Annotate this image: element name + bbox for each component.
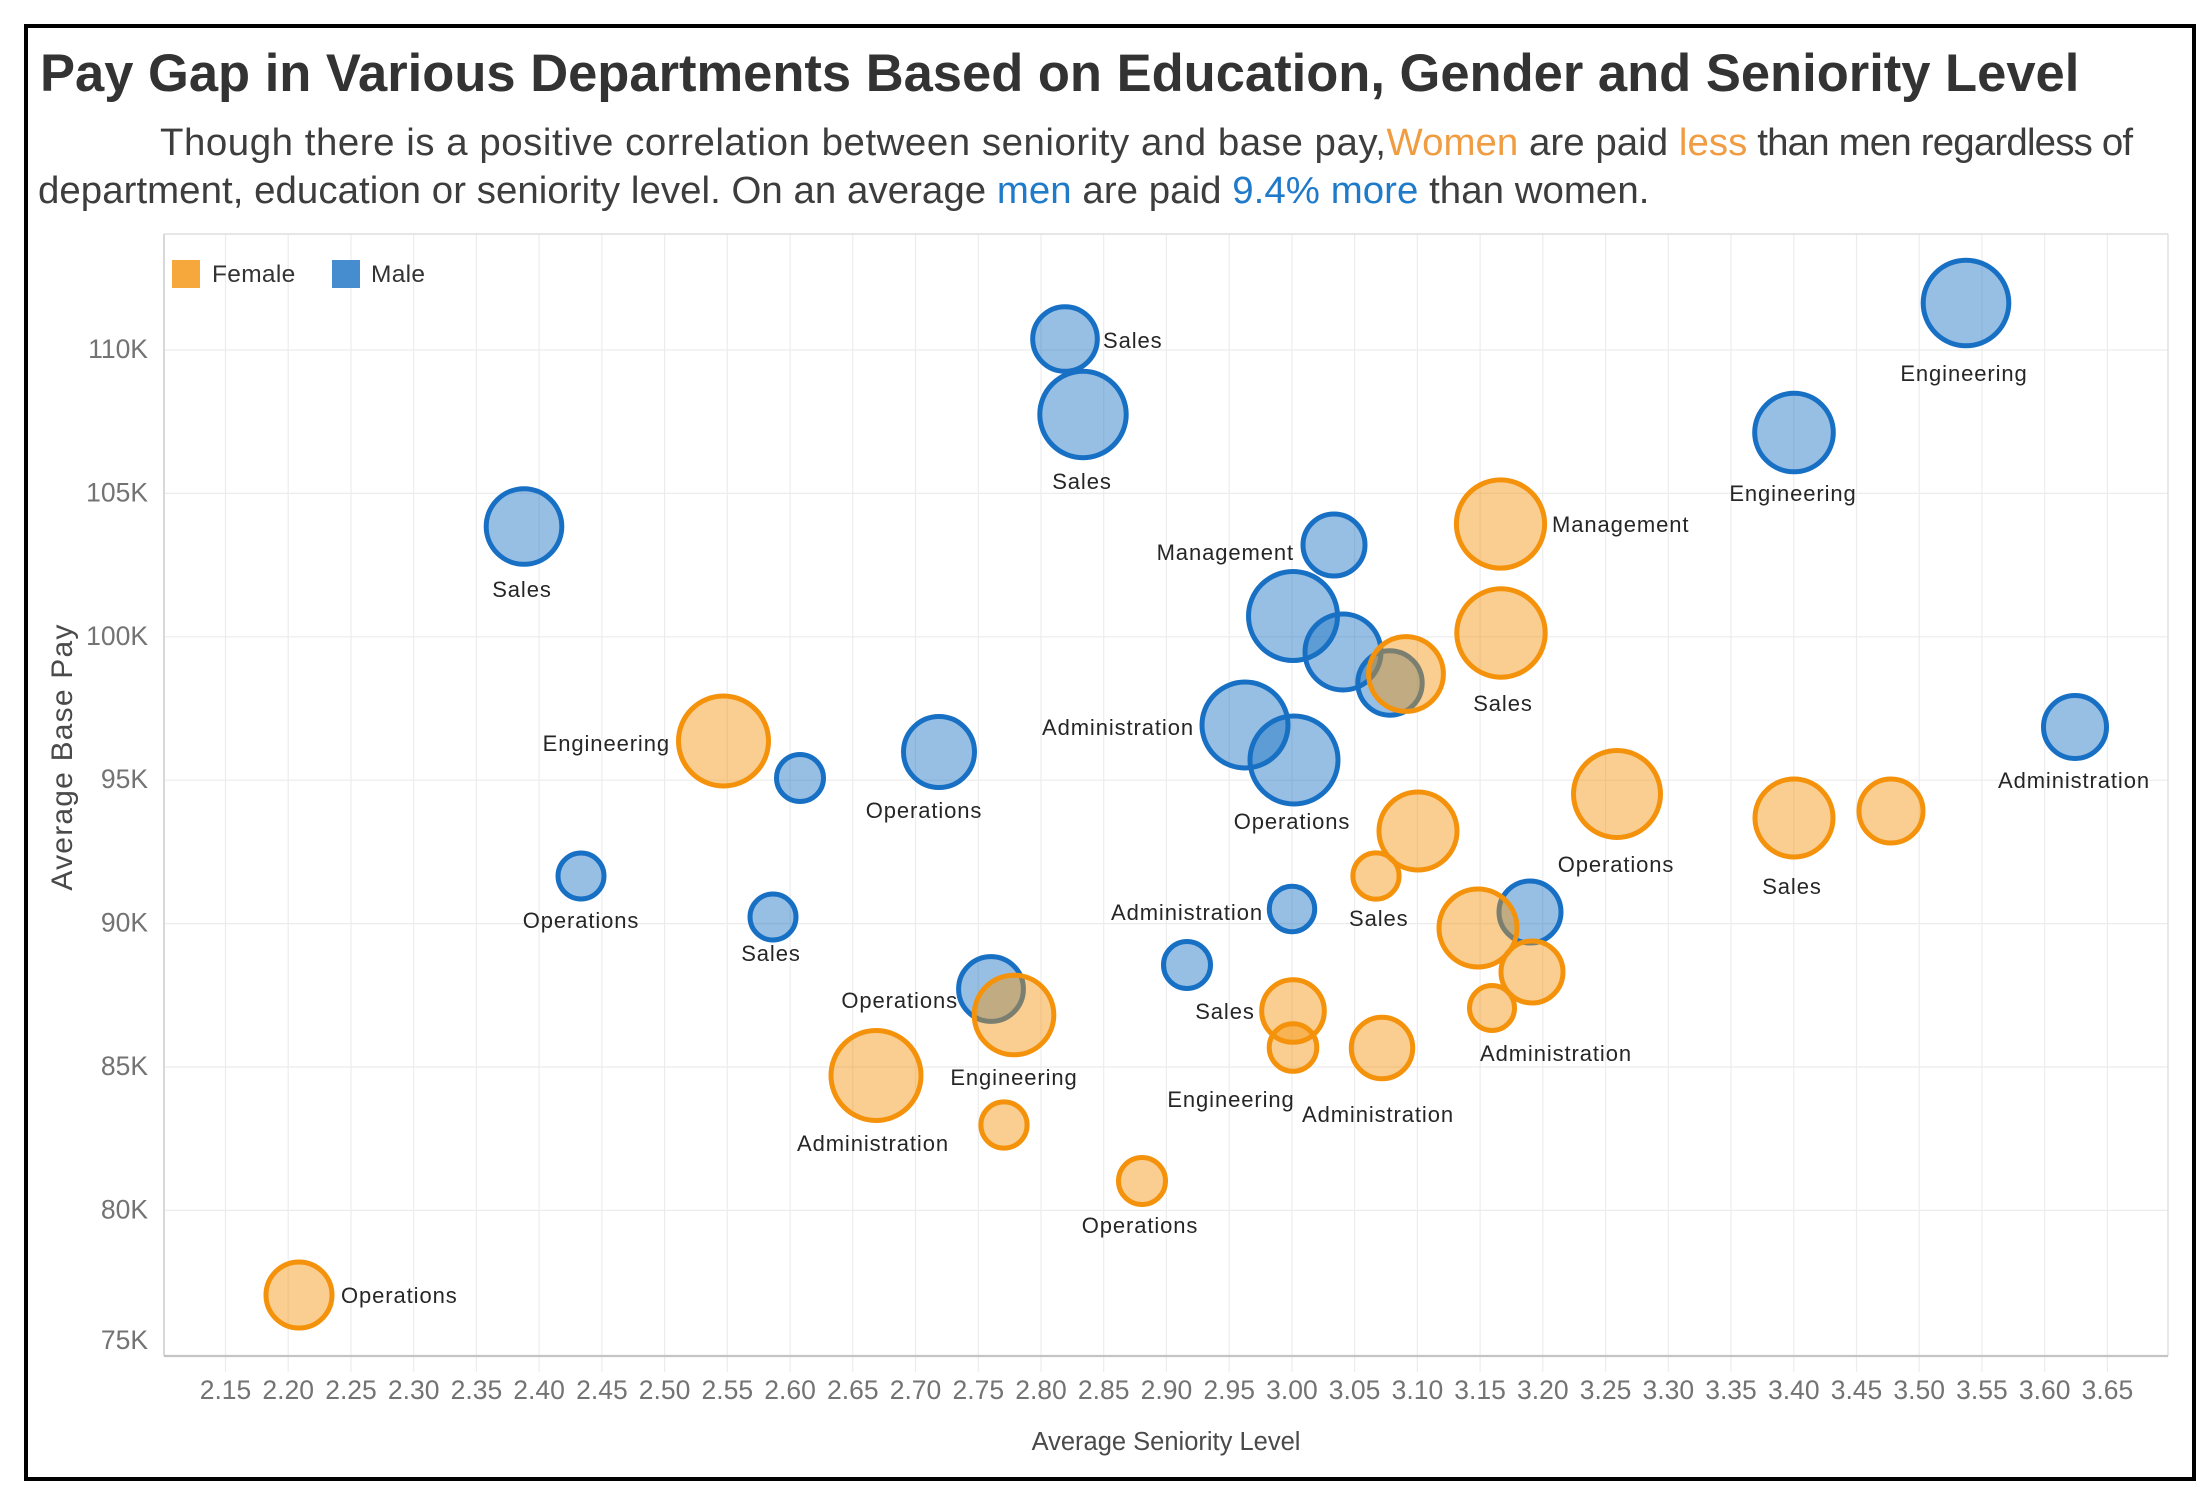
- svg-text:Sales: Sales: [1349, 906, 1409, 931]
- svg-text:3.00: 3.00: [1266, 1375, 1318, 1405]
- svg-text:2.20: 2.20: [262, 1375, 314, 1405]
- svg-text:2.75: 2.75: [953, 1375, 1005, 1405]
- svg-text:2.70: 2.70: [890, 1375, 942, 1405]
- svg-text:2.40: 2.40: [513, 1375, 565, 1405]
- svg-text:Administration: Administration: [1480, 1041, 1632, 1066]
- svg-text:2.25: 2.25: [325, 1375, 377, 1405]
- svg-text:Male: Male: [371, 261, 425, 288]
- svg-text:3.30: 3.30: [1643, 1375, 1695, 1405]
- svg-text:Engineering: Engineering: [1900, 361, 2027, 386]
- svg-text:3.45: 3.45: [1831, 1375, 1883, 1405]
- svg-text:Operations: Operations: [341, 1283, 458, 1308]
- svg-text:2.85: 2.85: [1078, 1375, 1130, 1405]
- svg-text:Sales: Sales: [1762, 874, 1822, 899]
- svg-text:2.45: 2.45: [576, 1375, 628, 1405]
- svg-text:Management: Management: [1552, 512, 1689, 537]
- svg-text:3.10: 3.10: [1392, 1375, 1444, 1405]
- svg-text:Engineering: Engineering: [543, 731, 670, 756]
- svg-text:Administration: Administration: [797, 1131, 949, 1156]
- svg-text:3.40: 3.40: [1768, 1375, 1820, 1405]
- svg-text:3.50: 3.50: [1893, 1375, 1945, 1405]
- svg-text:Operations: Operations: [1558, 852, 1675, 877]
- svg-text:95K: 95K: [101, 764, 148, 794]
- svg-text:Operations: Operations: [1234, 809, 1351, 834]
- svg-text:90K: 90K: [101, 908, 148, 938]
- svg-text:Sales: Sales: [1052, 469, 1112, 494]
- svg-text:3.05: 3.05: [1329, 1375, 1381, 1405]
- svg-text:Operations: Operations: [866, 798, 983, 823]
- svg-text:3.65: 3.65: [2082, 1375, 2134, 1405]
- svg-text:80K: 80K: [101, 1194, 148, 1224]
- svg-text:2.80: 2.80: [1015, 1375, 1067, 1405]
- svg-text:75K: 75K: [101, 1325, 148, 1355]
- svg-text:2.15: 2.15: [200, 1375, 252, 1405]
- svg-text:Administration: Administration: [1111, 900, 1263, 925]
- svg-text:Female: Female: [212, 261, 296, 288]
- svg-text:3.15: 3.15: [1454, 1375, 1506, 1405]
- svg-text:3.20: 3.20: [1517, 1375, 1569, 1405]
- svg-text:3.55: 3.55: [1956, 1375, 2008, 1405]
- svg-text:Engineering: Engineering: [950, 1065, 1077, 1090]
- svg-text:2.65: 2.65: [827, 1375, 879, 1405]
- svg-text:2.50: 2.50: [639, 1375, 691, 1405]
- svg-text:2.55: 2.55: [702, 1375, 754, 1405]
- svg-text:Average Seniority Level: Average Seniority Level: [1032, 1428, 1301, 1456]
- svg-text:Engineering: Engineering: [1729, 481, 1856, 506]
- svg-text:100K: 100K: [86, 621, 148, 651]
- svg-text:Average Base Pay: Average Base Pay: [46, 623, 79, 890]
- svg-text:department, education or senio: department, education or seniority level…: [38, 169, 1649, 212]
- svg-text:85K: 85K: [101, 1051, 148, 1081]
- svg-text:105K: 105K: [86, 477, 148, 507]
- svg-text:Administration: Administration: [1302, 1102, 1454, 1127]
- svg-text:Operations: Operations: [1082, 1213, 1199, 1238]
- svg-text:2.90: 2.90: [1141, 1375, 1193, 1405]
- svg-text:2.60: 2.60: [764, 1375, 816, 1405]
- svg-text:2.35: 2.35: [451, 1375, 503, 1405]
- svg-text:Sales: Sales: [741, 941, 801, 966]
- svg-text:Sales: Sales: [1473, 691, 1533, 716]
- svg-text:110K: 110K: [88, 334, 148, 364]
- svg-text:Engineering: Engineering: [1167, 1087, 1294, 1112]
- svg-text:Though there is a positive cor: Though there is a positive correlation b…: [160, 121, 2133, 164]
- svg-text:2.30: 2.30: [388, 1375, 440, 1405]
- svg-text:3.25: 3.25: [1580, 1375, 1632, 1405]
- svg-text:Administration: Administration: [1998, 768, 2150, 793]
- svg-text:Management: Management: [1157, 540, 1294, 565]
- svg-text:3.35: 3.35: [1705, 1375, 1757, 1405]
- svg-text:Sales: Sales: [492, 577, 552, 602]
- svg-text:Administration: Administration: [1042, 715, 1194, 740]
- svg-text:3.60: 3.60: [2019, 1375, 2071, 1405]
- svg-text:Sales: Sales: [1195, 999, 1255, 1024]
- svg-text:2.95: 2.95: [1203, 1375, 1255, 1405]
- svg-text:Operations: Operations: [841, 988, 958, 1013]
- svg-text:Pay Gap in Various Departments: Pay Gap in Various Departments Based on …: [40, 44, 2079, 103]
- svg-text:Sales: Sales: [1103, 328, 1163, 353]
- svg-text:Operations: Operations: [523, 908, 640, 933]
